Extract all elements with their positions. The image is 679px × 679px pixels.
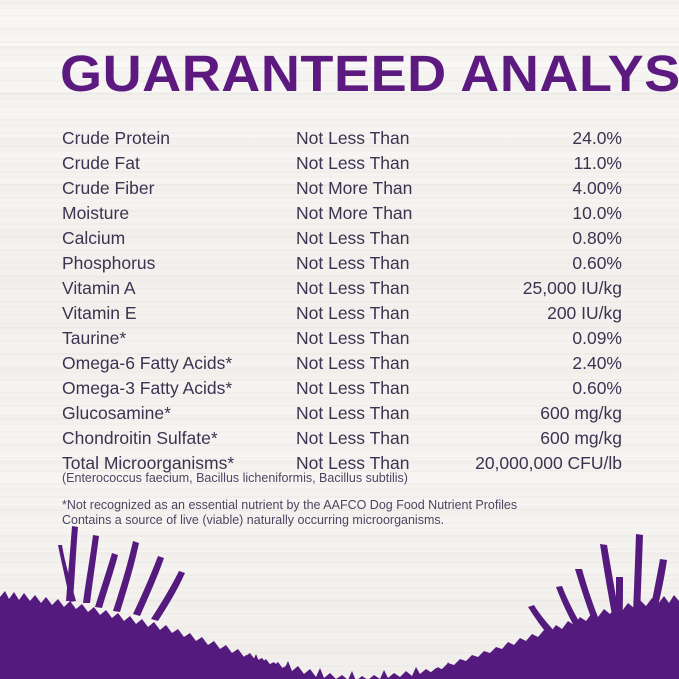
footnote-asterisk-block: *Not recognized as an essential nutrient… <box>62 498 642 528</box>
grass-shapes <box>0 526 679 679</box>
nutrient-qualifier: Not Less Than <box>296 303 410 323</box>
nutrient-name: Taurine* <box>62 328 127 348</box>
table-row: Moisture Not More Than 10.0% <box>62 201 622 226</box>
nutrient-value: 0.80% <box>572 228 622 248</box>
nutrient-name: Crude Fat <box>62 153 140 173</box>
grass-blade-left-4 <box>95 553 118 608</box>
nutrient-name: Chondroitin Sulfate* <box>62 428 218 448</box>
grass-hill-left <box>0 591 316 679</box>
table-row: Total Microorganisms* Not Less Than 20,000… <box>62 451 622 476</box>
nutrient-qualifier: Not Less Than <box>296 453 410 473</box>
table-row: Chondroitin Sulfate* Not Less Than 600 mg/… <box>62 426 622 451</box>
nutrient-name: Omega-3 Fatty Acids* <box>62 378 233 398</box>
nutrient-value: 10.0% <box>572 203 622 223</box>
nutrient-value: 25,000 IU/kg <box>522 278 622 298</box>
nutrient-name: Omega-6 Fatty Acids* <box>62 353 233 373</box>
grass-hill-right <box>406 595 679 679</box>
nutrient-qualifier: Not More Than <box>296 178 413 198</box>
nutrient-name: Total Microorganisms* <box>62 453 235 473</box>
table-row: Omega-3 Fatty Acids* Not Less Than 0.60% <box>62 376 622 401</box>
table-row: Taurine* Not Less Than 0.09% <box>62 326 622 351</box>
table-row: Crude Fiber Not More Than 4.00% <box>62 176 622 201</box>
grass-blade-left-5 <box>113 541 139 612</box>
grass-blade-right-4 <box>633 534 643 613</box>
nutrient-name: Calcium <box>62 228 126 248</box>
footnote-strains: (Enterococcus faecium, Bacillus lichenif… <box>62 471 408 485</box>
table-row: Crude Fat Not Less Than 11.0% <box>62 151 622 176</box>
grass-blade-right-3 <box>556 586 583 630</box>
nutrient-qualifier: Not Less Than <box>296 253 410 273</box>
page-title: GUARANTEED ANALYSIS <box>60 45 679 102</box>
nutrient-qualifier: Not Less Than <box>296 128 410 148</box>
footnote-asterisk-line-1: *Not recognized as an essential nutrient… <box>62 498 518 512</box>
guaranteed-analysis-table: Crude Protein Not Less Than 24.0% Crude Fat… <box>62 126 622 476</box>
nutrient-qualifier: Not Less Than <box>296 278 410 298</box>
nutrient-value: 0.09% <box>572 328 622 348</box>
footnote-asterisk-line-2: Contains a source of live (viable) natur… <box>62 513 445 527</box>
table-row: Omega-6 Fatty Acids* Not Less Than 2.40% <box>62 351 622 376</box>
table-row: Phosphorus Not Less Than 0.60% <box>62 251 622 276</box>
nutrient-value: 200 IU/kg <box>547 303 622 323</box>
grass-blade-right-6 <box>528 605 556 637</box>
grass-blade-right-1 <box>600 544 619 615</box>
nutrient-name: Crude Fiber <box>62 178 155 198</box>
nutrient-qualifier: Not Less Than <box>296 378 410 398</box>
nutrient-qualifier: Not Less Than <box>296 228 410 248</box>
grass-blade-left-7 <box>151 571 185 621</box>
nutrient-name: Glucosamine* <box>62 403 171 423</box>
nutrient-qualifier: Not Less Than <box>296 328 410 348</box>
nutrient-qualifier: Not Less Than <box>296 428 410 448</box>
table-row: Calcium Not Less Than 0.80% <box>62 226 622 251</box>
nutrient-value: 600 mg/kg <box>540 403 622 423</box>
nutrient-name: Phosphorus <box>62 253 156 273</box>
nutrient-qualifier: Not Less Than <box>296 353 410 373</box>
nutrient-value: 11.0% <box>573 153 622 173</box>
table-row: Glucosamine* Not Less Than 600 mg/kg <box>62 401 622 426</box>
table-row: Vitamin A Not Less Than 25,000 IU/kg <box>62 276 622 301</box>
nutrient-value: 4.00% <box>572 178 622 198</box>
table-row: Crude Protein Not Less Than 24.0% <box>62 126 622 151</box>
nutrient-name: Vitamin A <box>62 278 136 298</box>
nutrient-name: Vitamin E <box>62 303 137 323</box>
nutrient-name: Crude Protein <box>62 128 170 148</box>
nutrient-value: 24.0% <box>572 128 622 148</box>
nutrient-value: 20,000,000 CFU/lb <box>475 453 622 473</box>
nutrient-qualifier: Not Less Than <box>296 153 410 173</box>
footnotes-block: (Enterococcus faecium, Bacillus lichenif… <box>62 470 642 528</box>
grass-blade-left-6 <box>133 556 164 616</box>
nutrient-value: 0.60% <box>572 253 622 273</box>
nutrient-qualifier: Not Less Than <box>296 403 410 423</box>
table-row: Vitamin E Not Less Than 200 IU/kg <box>62 301 622 326</box>
grass-silhouette <box>0 526 679 679</box>
nutrient-value: 600 mg/kg <box>540 428 622 448</box>
nutrient-qualifier: Not More Than <box>296 203 413 223</box>
nutrient-value: 2.40% <box>572 353 622 373</box>
grass-blade-left-2 <box>58 545 76 602</box>
grass-blade-right-2 <box>575 569 600 623</box>
nutrient-name: Moisture <box>62 203 130 223</box>
nutrient-value: 0.60% <box>572 378 622 398</box>
grass-blade-left-3 <box>83 535 99 603</box>
